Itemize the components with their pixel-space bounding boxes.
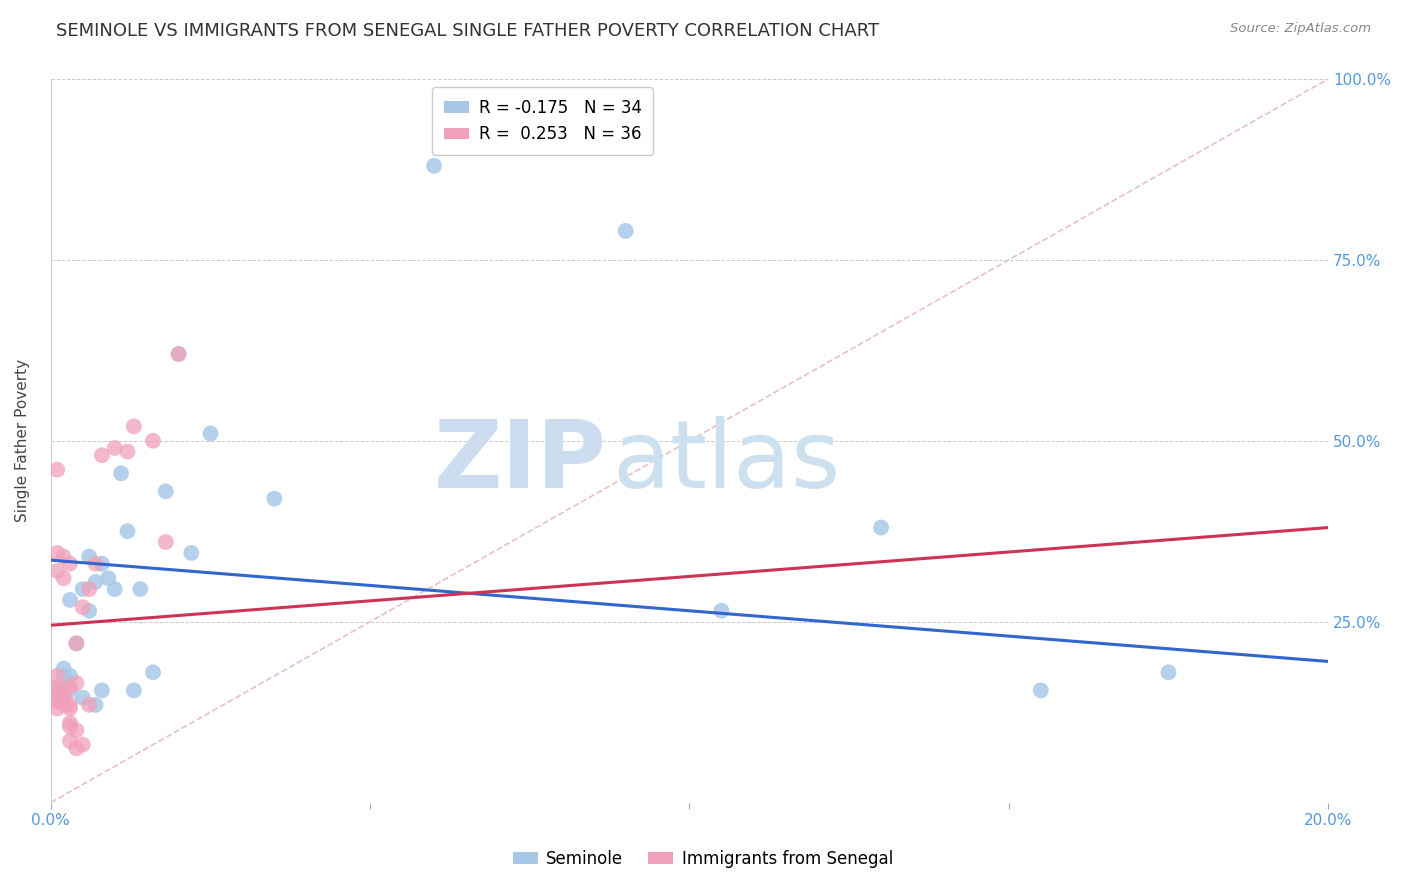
Point	[52, 662, 75, 676]
Point	[65, 676, 87, 690]
Point	[117, 524, 139, 539]
Point	[90, 448, 112, 462]
Point	[1029, 683, 1052, 698]
Point	[72, 690, 94, 705]
Point	[52, 669, 75, 683]
Point	[59, 669, 82, 683]
Point	[52, 698, 75, 712]
Point	[59, 557, 82, 571]
Point	[614, 224, 637, 238]
Point	[46, 694, 69, 708]
Point	[59, 593, 82, 607]
Point	[77, 698, 100, 712]
Point	[104, 441, 127, 455]
Point	[59, 734, 82, 748]
Point	[84, 574, 107, 589]
Point	[52, 690, 75, 705]
Point	[90, 557, 112, 571]
Point	[52, 549, 75, 564]
Legend: R = -0.175   N = 34, R =  0.253   N = 36: R = -0.175 N = 34, R = 0.253 N = 36	[432, 87, 654, 155]
Point	[90, 683, 112, 698]
Point	[46, 690, 69, 705]
Point	[52, 683, 75, 698]
Point	[167, 347, 190, 361]
Point	[59, 701, 82, 715]
Point	[72, 600, 94, 615]
Point	[59, 698, 82, 712]
Point	[117, 444, 139, 458]
Point	[65, 636, 87, 650]
Point	[65, 741, 87, 756]
Text: SEMINOLE VS IMMIGRANTS FROM SENEGAL SINGLE FATHER POVERTY CORRELATION CHART: SEMINOLE VS IMMIGRANTS FROM SENEGAL SING…	[56, 22, 879, 40]
Point	[122, 683, 145, 698]
Point	[46, 564, 69, 578]
Point	[142, 434, 165, 448]
Point	[77, 582, 100, 596]
Point	[52, 571, 75, 585]
Point	[122, 419, 145, 434]
Point	[142, 665, 165, 680]
Point	[46, 683, 69, 698]
Point	[59, 680, 82, 694]
Point	[167, 347, 190, 361]
Point	[46, 701, 69, 715]
Point	[46, 687, 69, 701]
Point	[77, 604, 100, 618]
Point	[155, 484, 177, 499]
Point	[46, 669, 69, 683]
Point	[65, 723, 87, 738]
Point	[84, 698, 107, 712]
Point	[72, 738, 94, 752]
Point	[1157, 665, 1180, 680]
Point	[263, 491, 285, 506]
Point	[104, 582, 127, 596]
Point	[180, 546, 202, 560]
Point	[65, 636, 87, 650]
Text: Source: ZipAtlas.com: Source: ZipAtlas.com	[1230, 22, 1371, 36]
Point	[423, 159, 446, 173]
Y-axis label: Single Father Poverty: Single Father Poverty	[15, 359, 30, 523]
Point	[84, 557, 107, 571]
Point	[72, 582, 94, 596]
Point	[59, 720, 82, 734]
Legend: Seminole, Immigrants from Senegal: Seminole, Immigrants from Senegal	[506, 844, 900, 875]
Point	[59, 715, 82, 730]
Point	[710, 604, 733, 618]
Point	[870, 520, 893, 534]
Point	[200, 426, 222, 441]
Point	[97, 571, 120, 585]
Text: atlas: atlas	[613, 417, 841, 508]
Point	[77, 549, 100, 564]
Text: ZIP: ZIP	[433, 417, 606, 508]
Point	[46, 546, 69, 560]
Point	[129, 582, 152, 596]
Point	[46, 680, 69, 694]
Point	[46, 463, 69, 477]
Point	[110, 467, 132, 481]
Point	[59, 683, 82, 698]
Point	[155, 535, 177, 549]
